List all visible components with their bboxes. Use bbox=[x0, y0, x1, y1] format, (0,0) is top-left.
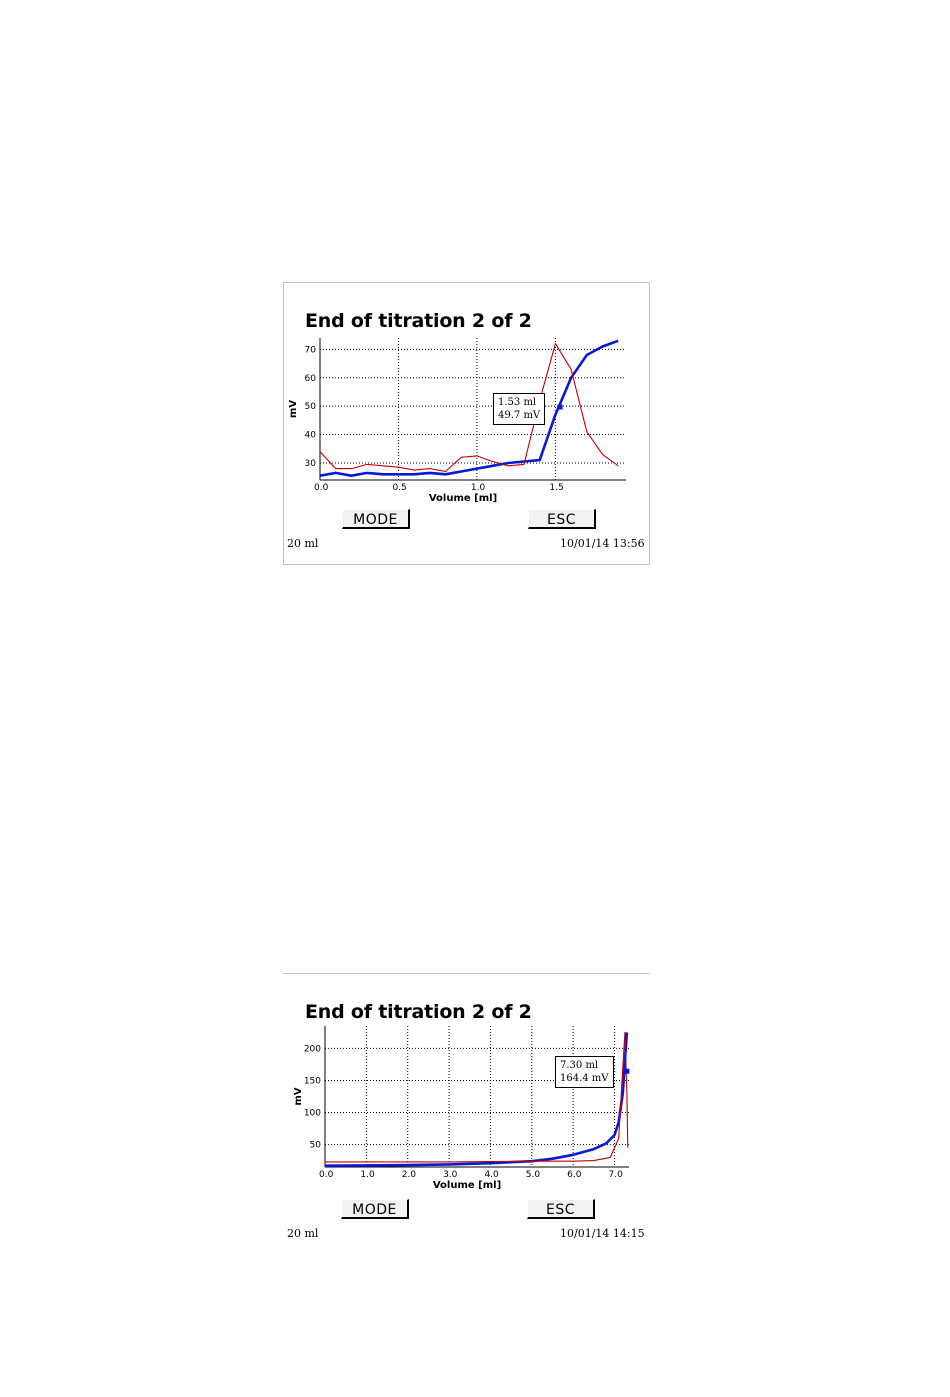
cursor-potential: 164.4 mV bbox=[560, 1073, 609, 1084]
titration-chart-1: 0.0 0.5 1.0 1.5 30 40 50 60 70 Volume [ml] mV bbox=[288, 338, 626, 504]
titration-curve bbox=[324, 1032, 629, 1167]
cursor-readout: 7.30 ml 164.4 mV bbox=[555, 1056, 614, 1088]
x-tick-label: 0.0 bbox=[319, 1170, 334, 1180]
burette-volume: 20 ml bbox=[287, 537, 319, 550]
screen-title: End of titration 2 of 2 bbox=[305, 310, 532, 332]
cursor-marker bbox=[557, 404, 563, 410]
x-tick-label: 0.0 bbox=[314, 483, 329, 493]
x-tick-label: 4.0 bbox=[484, 1170, 499, 1180]
screen-title: End of titration 2 of 2 bbox=[305, 1001, 532, 1023]
y-tick-label: 40 bbox=[305, 431, 317, 441]
esc-button[interactable]: ESC bbox=[527, 1199, 595, 1219]
y-tick-label: 200 bbox=[304, 1044, 321, 1054]
burette-volume: 20 ml bbox=[287, 1227, 319, 1240]
y-tick-label: 50 bbox=[305, 402, 317, 412]
cursor-potential: 49.7 mV bbox=[498, 410, 541, 421]
mode-button[interactable]: MODE bbox=[342, 509, 410, 529]
x-tick-label: 5.0 bbox=[526, 1170, 541, 1180]
derivative-curve bbox=[325, 1031, 629, 1163]
y-tick-label: 60 bbox=[305, 374, 317, 384]
titration-curve bbox=[319, 339, 619, 477]
cursor-marker bbox=[624, 1068, 630, 1074]
x-tick-label: 0.5 bbox=[392, 483, 406, 493]
titration-screen-1: End of titration 2 of 2 0.0 0.5 1.0 1.5 30 40… bbox=[283, 282, 650, 565]
derivative-curve bbox=[319, 343, 619, 473]
x-tick-label: 1.0 bbox=[471, 483, 486, 493]
y-axis-label: mV bbox=[293, 1087, 304, 1105]
x-tick-label: 1.5 bbox=[549, 483, 563, 493]
y-axis-label: mV bbox=[288, 400, 299, 418]
y-tick-label: 150 bbox=[304, 1076, 321, 1086]
x-axis-label: Volume [ml] bbox=[433, 1180, 501, 1191]
y-tick-label: 30 bbox=[305, 459, 317, 469]
x-axis-label: Volume [ml] bbox=[429, 493, 497, 504]
y-tick-label: 70 bbox=[305, 345, 317, 355]
titration-screen-2: End of titration 2 of 2 0.0 1.0 2.0 3.0 4.0 5… bbox=[283, 973, 650, 1263]
cursor-readout: 1.53 ml 49.7 mV bbox=[493, 393, 546, 425]
cursor-volume: 7.30 ml bbox=[560, 1060, 599, 1071]
titration-chart-2: 0.0 1.0 2.0 3.0 4.0 5.0 6.0 7.0 50 100 150 200 Volum… bbox=[293, 1026, 630, 1191]
cursor-volume: 1.53 ml bbox=[498, 397, 537, 408]
esc-button[interactable]: ESC bbox=[528, 509, 596, 529]
y-tick-label: 50 bbox=[310, 1141, 322, 1151]
datetime: 10/01/14 14:15 bbox=[560, 1227, 645, 1240]
x-tick-label: 6.0 bbox=[567, 1170, 582, 1180]
x-tick-label: 2.0 bbox=[402, 1170, 417, 1180]
y-tick-label: 100 bbox=[304, 1109, 321, 1119]
mode-button[interactable]: MODE bbox=[341, 1199, 409, 1219]
x-tick-label: 7.0 bbox=[609, 1170, 624, 1180]
x-tick-label: 1.0 bbox=[360, 1170, 375, 1180]
datetime: 10/01/14 13:56 bbox=[560, 537, 645, 550]
x-tick-label: 3.0 bbox=[443, 1170, 458, 1180]
